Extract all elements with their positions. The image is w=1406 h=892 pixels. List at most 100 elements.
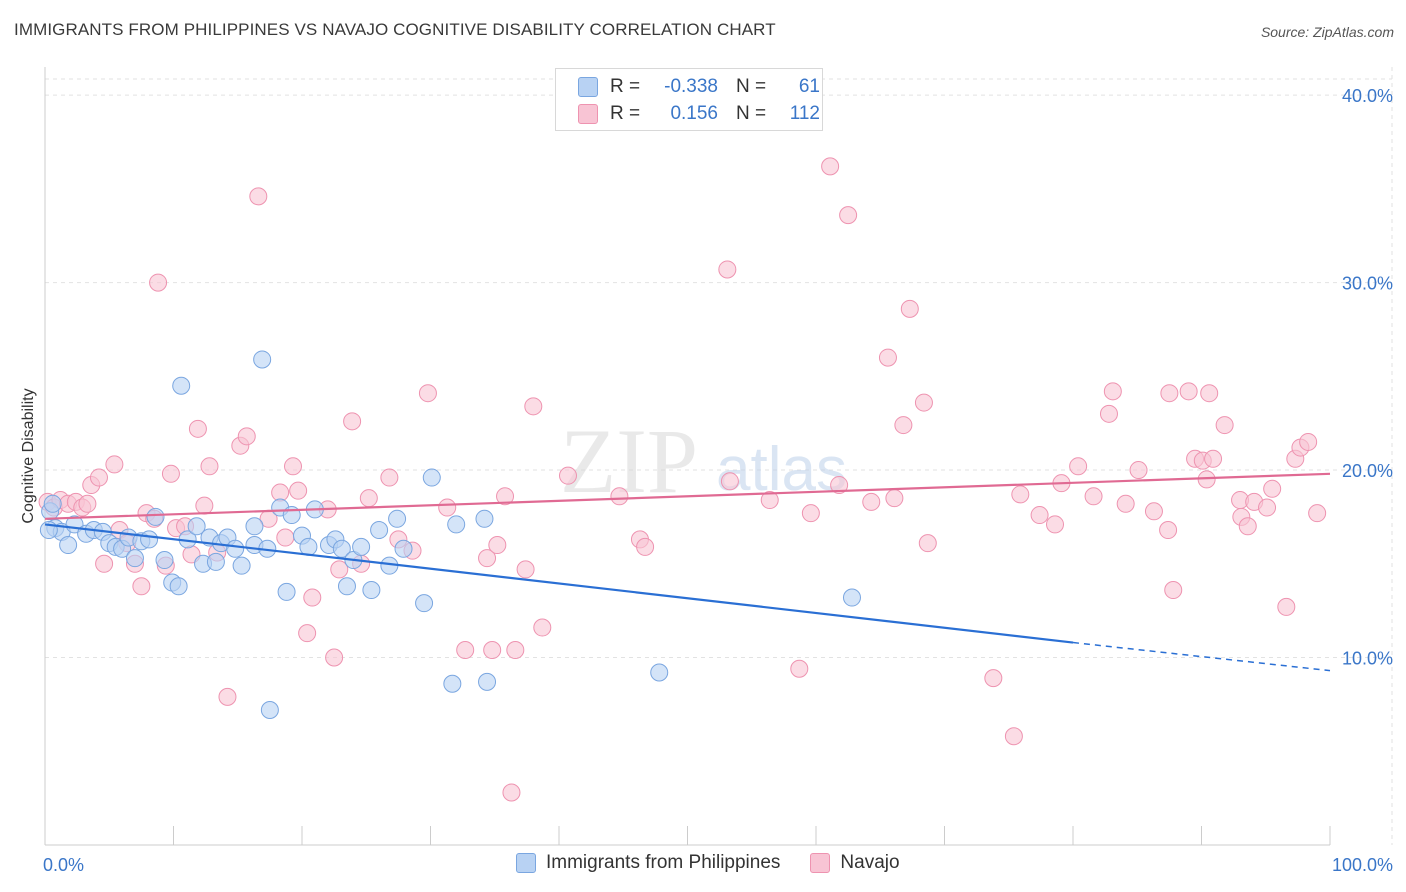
philippines-point xyxy=(394,539,413,558)
navajo-point xyxy=(1258,498,1277,517)
navajo-point xyxy=(343,412,362,431)
navajo-point xyxy=(438,498,457,517)
philippines-point xyxy=(43,494,62,513)
legend-swatch-blue xyxy=(516,853,536,873)
navajo-point xyxy=(533,618,552,637)
navajo-point xyxy=(330,560,349,579)
philippines-point xyxy=(388,509,407,528)
philippines-point xyxy=(332,539,351,558)
philippines-point xyxy=(277,582,296,601)
navajo-point xyxy=(1116,494,1135,513)
axes xyxy=(44,67,1331,846)
navajo-point xyxy=(1160,384,1179,403)
navajo-point xyxy=(1277,597,1296,616)
navajo-point xyxy=(200,457,219,476)
navajo-point xyxy=(1004,727,1023,746)
legend-swatch-pink xyxy=(810,853,831,873)
philippines-point xyxy=(422,468,441,487)
x-tick-label: 0.0% xyxy=(43,855,84,875)
x-tick-label: 100.0% xyxy=(1332,855,1393,875)
navajo-point xyxy=(878,348,897,367)
philippines-trend-extension xyxy=(1072,641,1331,672)
navajo-point xyxy=(821,157,840,176)
philippines-point xyxy=(443,674,462,693)
chart-title: IMMIGRANTS FROM PHILIPPINES VS NAVAJO CO… xyxy=(14,20,776,39)
philippines-point xyxy=(146,507,165,526)
navajo-point xyxy=(325,648,344,667)
navajo-point xyxy=(636,537,655,556)
navajo-point xyxy=(418,384,437,403)
navajo-point xyxy=(188,419,207,438)
navajo-point xyxy=(1263,479,1282,498)
philippines-point xyxy=(352,537,371,556)
navajo-point xyxy=(95,554,114,573)
navajo-point xyxy=(359,489,378,508)
navajo-point xyxy=(558,466,577,485)
y-tick-label: 30.0% xyxy=(1342,274,1393,294)
navajo-point xyxy=(1299,432,1318,451)
philippines-point xyxy=(475,509,494,528)
philippines-point xyxy=(337,577,356,596)
philippines-point xyxy=(245,517,264,536)
navajo-point xyxy=(276,528,295,547)
navajo-point xyxy=(720,472,739,491)
tick-labels: 10.0% 20.0% 30.0% 40.0% 0.0% 100.0% xyxy=(43,86,1393,875)
navajo-point xyxy=(524,397,543,416)
legend-row-navajo: R = 0.156 N = 112 xyxy=(578,102,820,126)
navajo-point xyxy=(1011,485,1030,504)
legend-item-philippines: Immigrants from Philippines xyxy=(516,852,780,874)
navajo-point xyxy=(380,468,399,487)
series-legend: Immigrants from Philippines Navajo xyxy=(516,852,930,874)
navajo-point xyxy=(801,504,820,523)
navajo-point xyxy=(1030,506,1049,525)
navajo-point xyxy=(1099,404,1118,423)
navajo-point xyxy=(132,577,151,596)
navajo-point xyxy=(1159,521,1178,540)
navajo-point xyxy=(718,260,737,279)
navajo-point xyxy=(161,464,180,483)
navajo-point xyxy=(1308,504,1327,523)
philippines-point xyxy=(125,549,144,568)
navajo-point xyxy=(218,687,237,706)
navajo-point xyxy=(1129,461,1148,480)
legend-swatch-pink xyxy=(578,104,598,124)
navajo-point xyxy=(918,534,937,553)
philippines-point xyxy=(415,594,434,613)
y-tick-label: 20.0% xyxy=(1342,461,1393,481)
navajo-point xyxy=(830,476,849,495)
navajo-point xyxy=(900,299,919,318)
navajo-point xyxy=(885,489,904,508)
philippines-point xyxy=(140,530,159,549)
legend-swatch-blue xyxy=(578,77,598,97)
philippines-point xyxy=(253,350,272,369)
philippines-point xyxy=(478,672,497,691)
navajo-point xyxy=(105,455,124,474)
y-axis-label: Cognitive Disability xyxy=(20,388,37,523)
philippines-point xyxy=(447,515,466,534)
navajo-point xyxy=(1069,457,1088,476)
trend-lines xyxy=(44,472,1331,672)
navajo-point xyxy=(1144,502,1163,521)
navajo-point xyxy=(89,468,108,487)
philippines-point xyxy=(187,517,206,536)
navajo-point xyxy=(516,560,535,579)
navajo-point xyxy=(1215,416,1234,435)
navajo-point xyxy=(1179,382,1198,401)
navajo-point xyxy=(483,641,502,660)
y-tick-label: 10.0% xyxy=(1342,649,1393,669)
navajo-point xyxy=(1103,382,1122,401)
navajo-point xyxy=(506,641,525,660)
navajo-points xyxy=(38,157,1327,802)
grid-lines xyxy=(45,67,1393,845)
navajo-point xyxy=(1204,449,1223,468)
navajo-point xyxy=(298,624,317,643)
philippines-point xyxy=(650,663,669,682)
navajo-point xyxy=(237,427,256,446)
navajo-point xyxy=(984,669,1003,688)
navajo-point xyxy=(456,641,475,660)
legend-item-navajo: Navajo xyxy=(810,852,900,874)
philippines-point xyxy=(226,539,245,558)
philippines-point xyxy=(59,536,78,555)
philippines-point xyxy=(169,577,188,596)
